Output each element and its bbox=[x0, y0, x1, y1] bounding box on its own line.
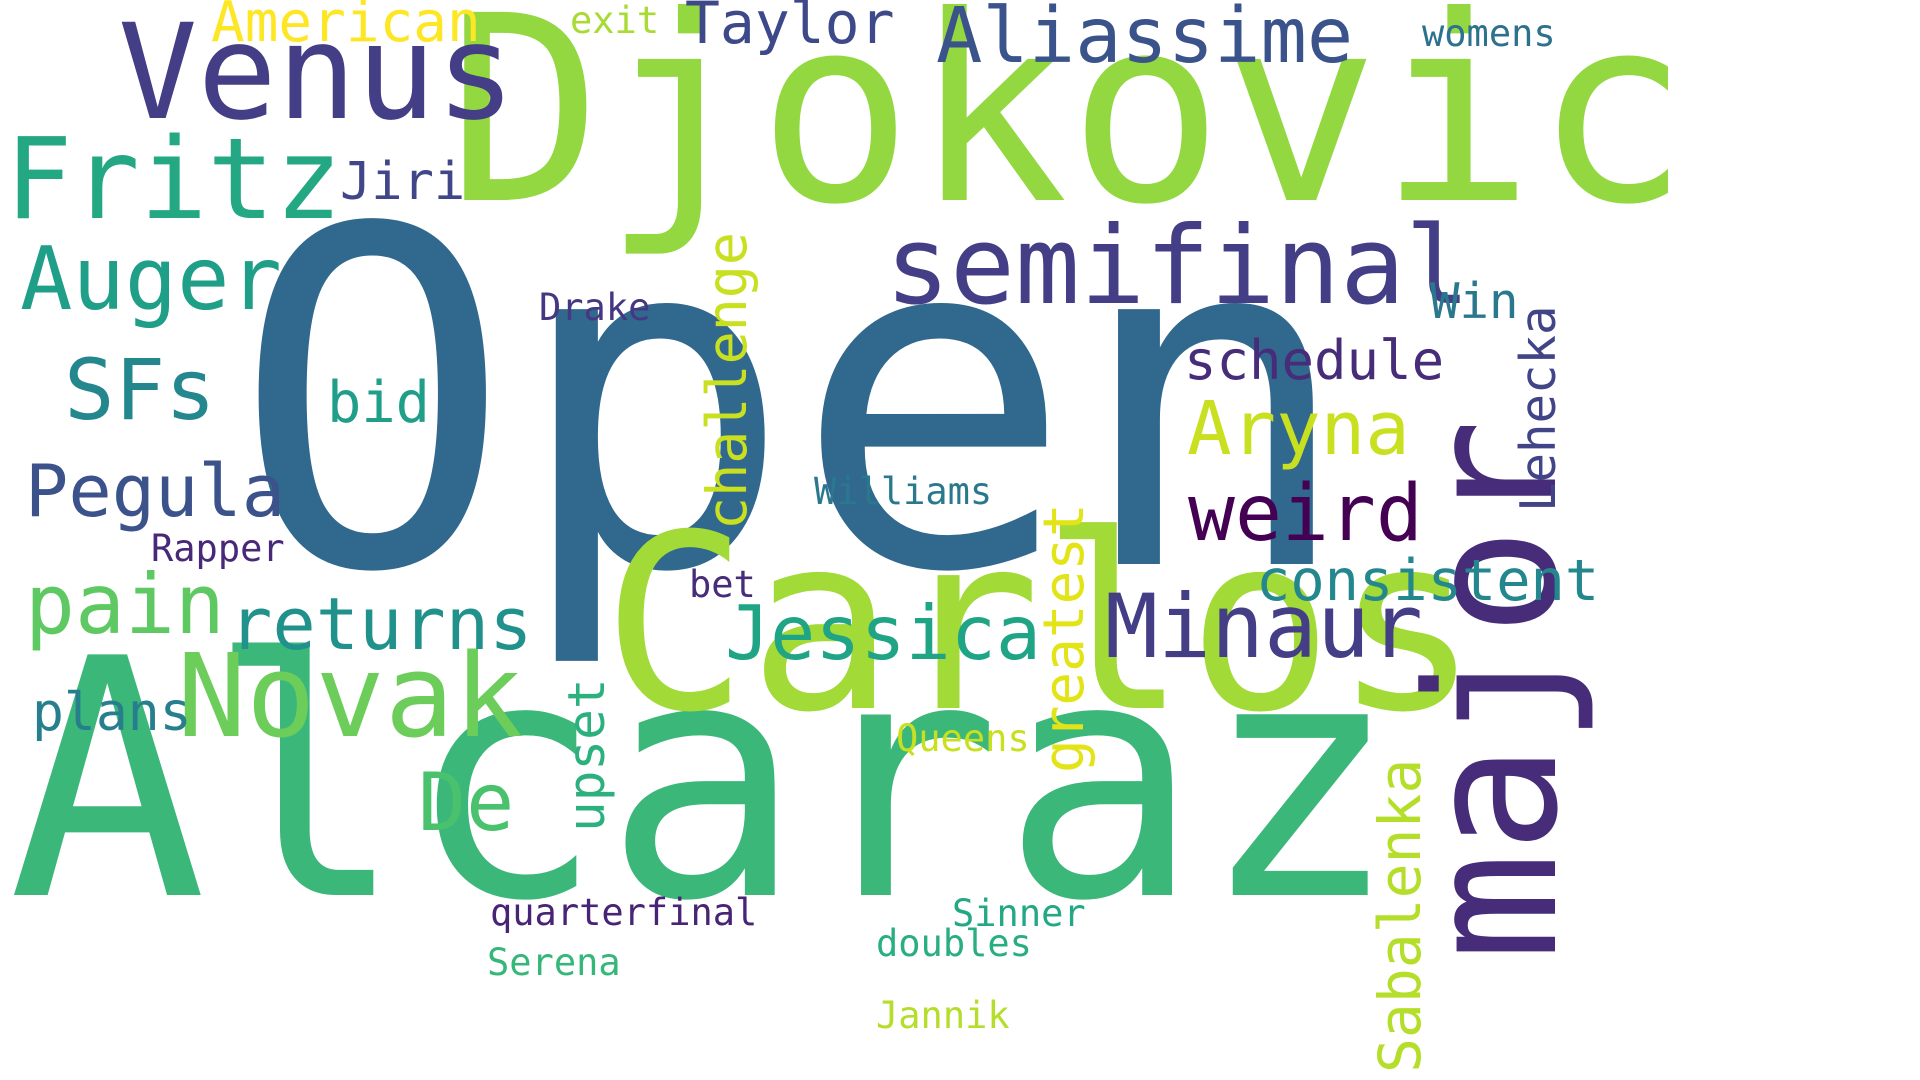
word-djokovic: Djokovic bbox=[447, 0, 1690, 261]
word-fritz: Fritz bbox=[5, 115, 343, 245]
word-aryna: Aryna bbox=[1187, 386, 1410, 472]
word-aliassime: Aliassime bbox=[936, 0, 1354, 81]
word-jessica: Jessica bbox=[725, 589, 1042, 677]
word-carlos: Carlos bbox=[602, 483, 1480, 766]
word-exit: exit bbox=[570, 0, 660, 42]
word-auger: Auger bbox=[20, 228, 282, 330]
word-lehecka: Lehecka bbox=[1510, 305, 1567, 512]
word-serena: Serena bbox=[487, 941, 621, 984]
word-rapper: Rapper bbox=[151, 527, 285, 570]
word-williams: Williams bbox=[814, 470, 993, 513]
word-quarterfinal: quarterfinal bbox=[490, 891, 758, 934]
word-greatest: greatest bbox=[1032, 503, 1097, 773]
word-open: Open bbox=[232, 131, 1355, 674]
word-jannik: Jannik bbox=[876, 994, 1010, 1037]
word-sabalenka: Sabalenka bbox=[1366, 758, 1434, 1073]
word-semifinal: semifinal bbox=[885, 204, 1471, 329]
word-weird: weird bbox=[1188, 469, 1423, 559]
word-taylor: Taylor bbox=[685, 0, 895, 57]
word-novak: Novak bbox=[177, 630, 524, 764]
word-minaur: Minaur bbox=[1105, 575, 1423, 678]
word-venus: Venus bbox=[118, 0, 516, 150]
word-consistent: consistent bbox=[1256, 548, 1600, 614]
word-sfs: SFs bbox=[64, 341, 216, 439]
word-bid: bid bbox=[327, 370, 430, 436]
word-schedule: schedule bbox=[1184, 329, 1445, 392]
word-pegula: Pegula bbox=[25, 449, 286, 533]
word-returns: returns bbox=[229, 582, 533, 666]
word-queens: Queens bbox=[896, 717, 1030, 760]
word-sinner: Sinner bbox=[952, 892, 1086, 935]
word-win: Win bbox=[1430, 273, 1519, 330]
word-bet: bet bbox=[689, 563, 756, 606]
word-doubles: doubles bbox=[876, 922, 1032, 965]
word-womens: womens bbox=[1422, 12, 1556, 55]
word-jiri: Jiri bbox=[340, 152, 466, 212]
word-de: De bbox=[418, 756, 515, 849]
word-plans: plans bbox=[32, 682, 192, 743]
word-drake: Drake bbox=[539, 286, 651, 329]
word-challenge: challenge bbox=[695, 231, 759, 530]
word-alcaraz: Alcaraz bbox=[8, 589, 1399, 973]
word-upset: upset bbox=[558, 678, 617, 832]
word-american: American bbox=[211, 0, 481, 55]
word-pain: pain bbox=[25, 556, 225, 653]
